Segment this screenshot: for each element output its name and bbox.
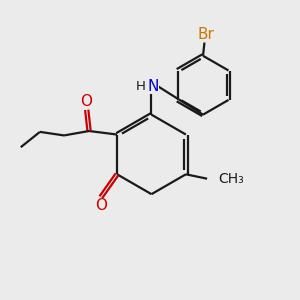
Text: N: N	[147, 80, 159, 94]
Text: O: O	[95, 198, 107, 213]
Text: Br: Br	[197, 27, 214, 42]
Text: CH₃: CH₃	[218, 172, 244, 186]
Text: H: H	[136, 80, 146, 94]
Text: O: O	[80, 94, 92, 109]
